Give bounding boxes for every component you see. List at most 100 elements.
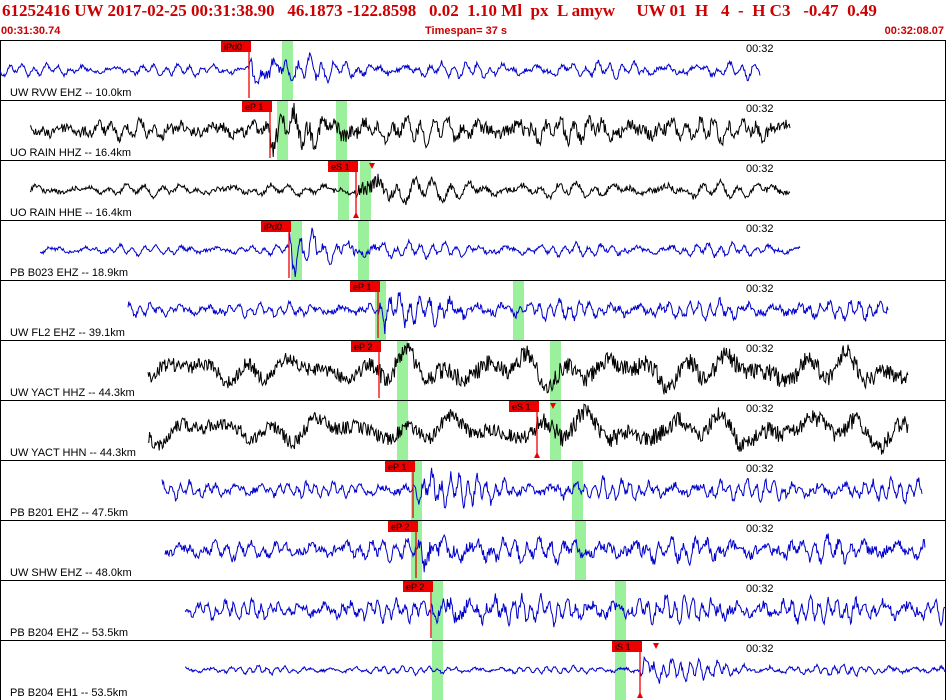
start-time: 00:31:30.74 [1,25,61,37]
panel-frame [0,400,946,461]
waveform-line [184,592,946,628]
pick-label: eP 2 [391,522,409,532]
pick-flag[interactable] [351,341,381,352]
pick-label: eS 1 [331,162,350,172]
waveform-line [147,342,909,395]
pick-label: iS 1 [615,642,631,652]
time-tick-label: 00:32 [746,343,774,355]
end-time: 00:32:08.07 [884,25,944,37]
trace-panel[interactable]: 00:32 eP 1 UW FL2 EHZ -- 39.1km [0,280,946,341]
arrival-window [336,101,347,160]
panel-frame [0,640,946,700]
time-tick-label: 00:32 [746,463,774,475]
waveform-line [0,52,761,85]
pick-flag[interactable] [403,581,433,592]
timespan-label: Timespan= 37 s [425,25,508,37]
time-tick-label: 00:32 [746,643,774,655]
panel-frame [0,580,946,641]
station-label: PB B023 EHZ -- 18.9km [10,267,128,279]
time-tick-label: 00:32 [746,523,774,535]
pick-flag[interactable] [328,161,358,172]
arrival-window [291,221,302,280]
trace-panel[interactable]: 00:32 eS 1 UO RAIN HHE -- 16.4km [0,160,946,221]
event-summary: 61252416 UW 2017-02-25 00:31:38.90 46.18… [2,1,877,20]
panel-frame [0,460,946,521]
pick-arrow-icon [534,452,540,458]
waveform-line [39,227,801,278]
station-label: UW RVW EHZ -- 10.0km [10,87,131,99]
trace-panel[interactable]: 00:32 eP 2 UW YACT HHZ -- 44.3km [0,340,946,401]
time-tick-label: 00:32 [746,43,774,55]
trace-panel[interactable]: 00:32 iPd0 PB B023 EHZ -- 18.9km [0,220,946,281]
pick-flag[interactable] [242,101,272,112]
pick-arrow-icon [550,403,556,409]
pick-flag[interactable] [261,221,291,232]
trace-panel[interactable]: 00:32 iPd0 UW RVW EHZ -- 10.0km [0,40,946,101]
trace-panel[interactable]: 00:32 eP 1 PB B201 EHZ -- 47.5km [0,460,946,521]
station-label: UW SHW EHZ -- 48.0km [10,567,132,579]
arrival-window [550,341,561,400]
arrival-window [397,341,408,400]
trace-panel[interactable]: 00:32 eP 1 UO RAIN HHZ -- 16.4km [0,100,946,161]
time-tick-label: 00:32 [746,403,774,415]
arrival-window [397,401,408,460]
arrival-window [411,461,422,520]
pick-label: eP 2 [354,342,372,352]
trace-panel[interactable]: 00:32 iS 1 PB B204 EH1 -- 53.5km [0,640,946,700]
arrival-window [432,581,443,640]
pick-label: eP 2 [406,582,424,592]
station-label: UW YACT HHZ -- 44.3km [10,387,135,399]
pick-arrow-icon [353,212,359,218]
pick-label: eP 1 [353,282,371,292]
pick-label: eS 1 [512,402,531,412]
arrival-window [550,401,561,460]
arrival-window [358,221,369,280]
waveform-line [184,655,946,684]
waveform-line [161,467,923,509]
time-tick-label: 00:32 [746,223,774,235]
waveform-line [29,173,791,206]
pick-label: eP 1 [245,102,263,112]
time-tick-label: 00:32 [746,583,774,595]
time-tick-label: 00:32 [746,163,774,175]
station-label: PB B201 EHZ -- 47.5km [10,507,128,519]
pick-label: iPd0 [224,42,242,52]
arrival-window [277,101,288,160]
arrival-window [615,581,626,640]
panel-frame [0,40,946,101]
trace-panel[interactable]: 00:32 eP 2 UW SHW EHZ -- 48.0km [0,520,946,581]
arrival-window [572,461,583,520]
trace-panel[interactable]: 00:32 eS 1 UW YACT HHN -- 44.3km [0,400,946,461]
arrival-window [575,521,586,580]
pick-flag[interactable] [388,521,418,532]
waveform-line [127,291,889,335]
station-label: UO RAIN HHE -- 16.4km [10,207,132,219]
pick-arrow-icon [653,643,659,649]
waveform-line [164,533,926,573]
pick-label: iPd0 [264,222,282,232]
arrival-window [432,641,443,700]
station-label: PB B204 EH1 -- 53.5km [10,687,127,699]
station-label: UW FL2 EHZ -- 39.1km [10,327,125,339]
pick-flag[interactable] [221,41,251,52]
pick-flag[interactable] [509,401,539,412]
arrival-window [375,281,386,340]
pick-label: eP 1 [388,462,406,472]
pick-flag[interactable] [350,281,380,292]
arrival-window [615,641,626,700]
pick-flag[interactable] [612,641,642,652]
pick-flag[interactable] [385,461,415,472]
event-header: 61252416 UW 2017-02-25 00:31:38.90 46.18… [0,0,946,40]
pick-arrow-icon [637,692,643,698]
station-label: UO RAIN HHZ -- 16.4km [10,147,131,159]
arrival-window [282,41,293,100]
station-label: PB B204 EHZ -- 53.5km [10,627,128,639]
time-tick-label: 00:32 [746,283,774,295]
waveform-line [147,403,909,455]
pick-arrow-icon [369,163,375,169]
time-tick-label: 00:32 [746,103,774,115]
waveform-line [29,102,791,158]
station-label: UW YACT HHN -- 44.3km [10,447,136,459]
trace-panel[interactable]: 00:32 eP 2 PB B204 EHZ -- 53.5km [0,580,946,641]
